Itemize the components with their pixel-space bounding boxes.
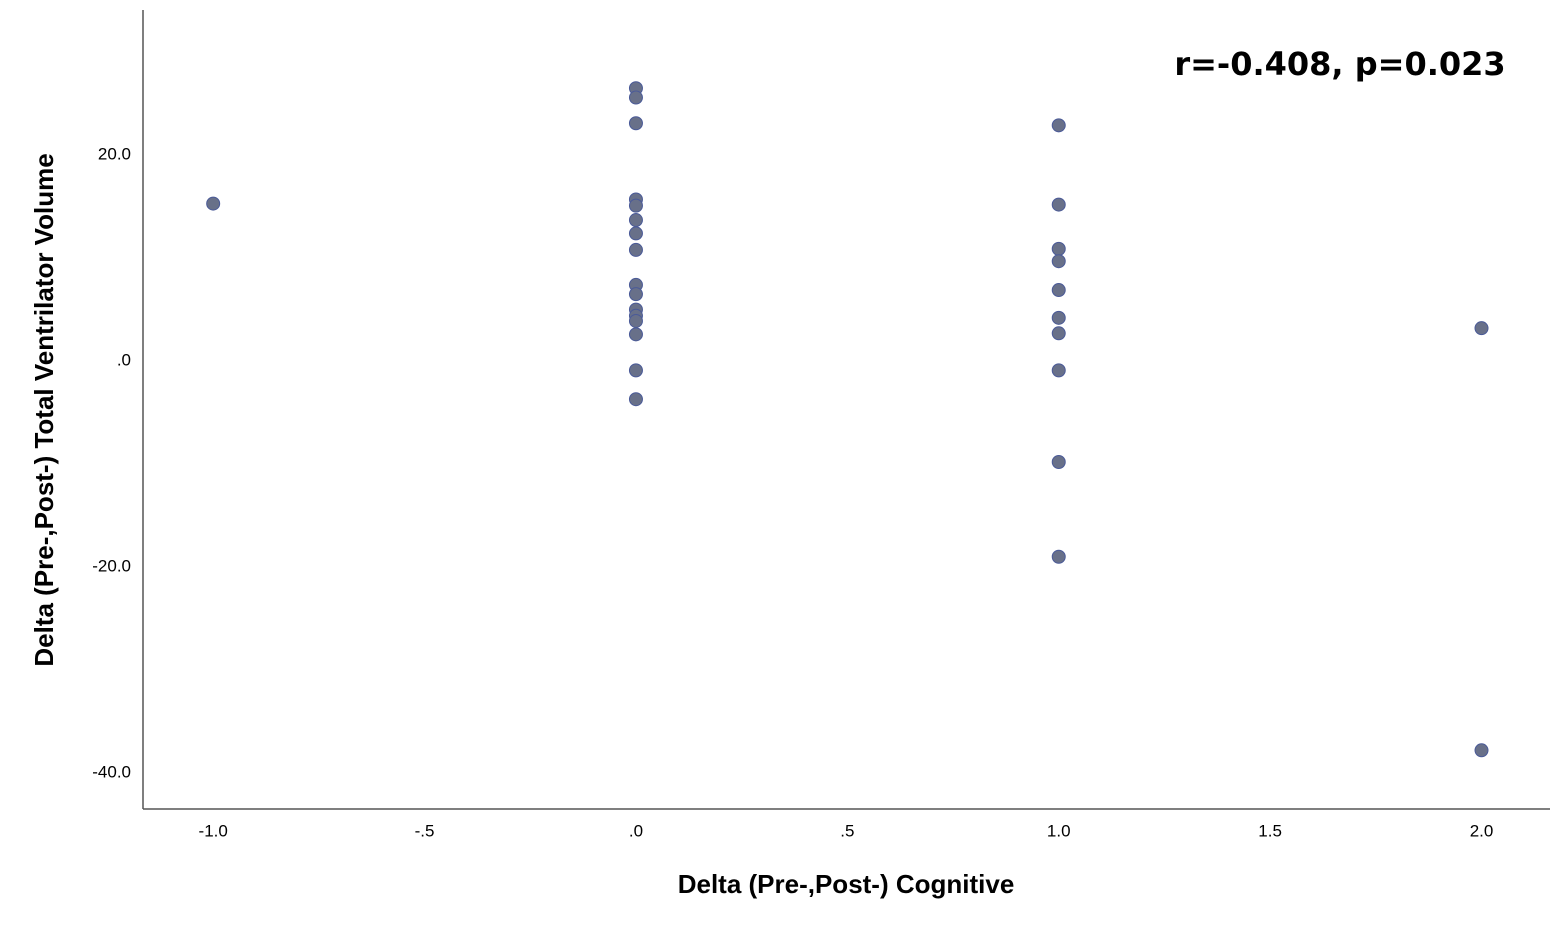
x-tick-label: 2.0 bbox=[1470, 821, 1494, 840]
x-tick-label: 1.5 bbox=[1258, 821, 1282, 840]
point bbox=[628, 313, 643, 328]
point bbox=[206, 196, 221, 211]
point bbox=[1051, 254, 1066, 269]
point bbox=[1051, 310, 1066, 325]
point bbox=[1051, 283, 1066, 298]
point bbox=[628, 226, 643, 241]
point bbox=[628, 392, 643, 407]
point bbox=[628, 287, 643, 302]
point bbox=[1051, 197, 1066, 212]
point bbox=[1051, 455, 1066, 470]
point bbox=[1051, 549, 1066, 564]
point bbox=[628, 363, 643, 378]
point bbox=[628, 213, 643, 228]
point bbox=[628, 327, 643, 342]
y-tick-label: .0 bbox=[117, 351, 131, 370]
y-axis-title: Delta (Pre-,Post-) Total Ventrilator Vol… bbox=[29, 153, 59, 666]
point bbox=[1051, 118, 1066, 133]
point bbox=[1051, 241, 1066, 256]
point bbox=[1051, 363, 1066, 378]
point bbox=[1051, 326, 1066, 341]
x-tick-label: .5 bbox=[840, 821, 854, 840]
point bbox=[628, 90, 643, 105]
y-tick-label: -20.0 bbox=[92, 557, 131, 576]
x-axis-title: Delta (Pre-,Post-) Cognitive bbox=[678, 869, 1015, 899]
x-tick-label: .0 bbox=[629, 821, 643, 840]
x-tick-label: 1.0 bbox=[1047, 821, 1071, 840]
x-tick-label: -1.0 bbox=[199, 821, 228, 840]
point bbox=[628, 198, 643, 213]
point bbox=[1474, 321, 1489, 336]
point bbox=[1474, 743, 1489, 758]
point bbox=[628, 116, 643, 131]
y-tick-label: -40.0 bbox=[92, 762, 131, 781]
annotation: r=-0.408, p=0.023 bbox=[1174, 45, 1505, 83]
y-tick-label: 20.0 bbox=[98, 145, 131, 164]
point bbox=[628, 242, 643, 257]
x-tick-label: -.5 bbox=[415, 821, 435, 840]
